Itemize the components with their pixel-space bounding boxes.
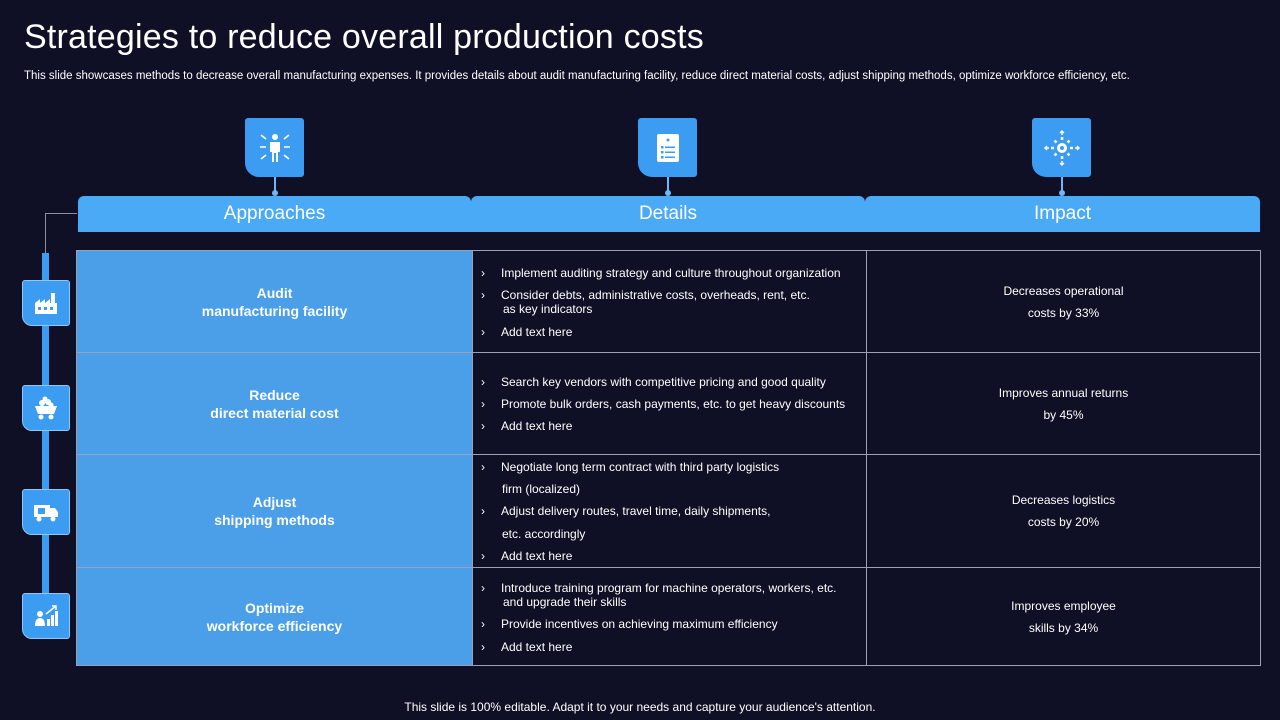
table-row: Reduce direct material cost › Search key …	[77, 353, 1260, 455]
detail-item: › Introduce training program for machine …	[481, 581, 837, 595]
details-cell: › Introduce training program for machine …	[472, 568, 866, 665]
details-cell: › Negotiate long term contract with third…	[472, 455, 866, 568]
impact-line: costs by 33%	[1027, 305, 1100, 320]
detail-item: › Implement auditing strategy and culture…	[481, 266, 841, 280]
factory-icon	[22, 280, 70, 326]
approach-line: Audit	[256, 284, 293, 301]
table-row: Optimize workforce efficiency › Introduce…	[77, 568, 1260, 665]
page-subtitle: This slide showcases methods to decrease…	[24, 70, 1130, 82]
detail-continuation: firm (localized)	[502, 482, 581, 496]
impact-cell: Decreases logistics costs by 20%	[866, 455, 1260, 568]
document-list-icon	[638, 118, 697, 177]
detail-item: › Add text here	[481, 640, 573, 654]
detail-item: › Promote bulk orders, cash payments, etc…	[481, 397, 846, 411]
impact-line: Decreases logistics	[1011, 493, 1116, 507]
approach-line: manufacturing facility	[201, 302, 348, 319]
header-impact: Impact	[865, 196, 1260, 232]
impact-line: Improves employee	[1011, 598, 1116, 613]
approach-cell: Audit manufacturing facility	[77, 251, 472, 353]
connector	[1059, 177, 1065, 196]
approach-line: direct material cost	[210, 404, 339, 421]
approach-cell: Adjust shipping methods	[77, 455, 472, 568]
growth-chart-icon	[22, 593, 70, 639]
person-arrows-icon	[245, 118, 304, 177]
connector	[272, 177, 278, 196]
strategy-table: Audit manufacturing facility › Implement …	[76, 250, 1261, 666]
timeline-connector	[45, 213, 77, 253]
impact-line: costs by 20%	[1027, 515, 1100, 529]
detail-item: › Search key vendors with competitive pri…	[481, 375, 826, 389]
table-row: Audit manufacturing facility › Implement …	[77, 251, 1260, 353]
approach-cell: Reduce direct material cost	[77, 353, 472, 455]
mining-cart-icon	[22, 385, 70, 431]
header-approaches: Approaches	[78, 196, 471, 232]
impact-line: skills by 34%	[1028, 620, 1099, 635]
detail-continuation: etc. accordingly	[502, 527, 586, 541]
approach-line: Adjust	[252, 494, 297, 510]
details-cell: › Search key vendors with competitive pri…	[472, 353, 866, 455]
timeline-bar	[42, 253, 49, 613]
detail-item: › Adjust delivery routes, travel time, da…	[481, 504, 771, 518]
header-details: Details	[471, 196, 865, 232]
detail-item: › Provide incentives on achieving maximum…	[481, 617, 778, 631]
impact-cell: Improves annual returns by 45%	[866, 353, 1260, 455]
approach-line: workforce efficiency	[206, 617, 343, 634]
page-title: Strategies to reduce overall production …	[24, 18, 704, 56]
impact-cell: Improves employee skills by 34%	[866, 568, 1260, 665]
connector	[665, 177, 671, 196]
approach-line: shipping methods	[214, 512, 335, 528]
impact-line: Improves annual returns	[998, 385, 1129, 400]
impact-line: Decreases operational	[1003, 283, 1124, 298]
approach-line: Reduce	[249, 386, 300, 403]
detail-item: › Add text here	[481, 549, 573, 563]
impact-line: by 45%	[1043, 407, 1084, 422]
footer-note: This slide is 100% editable. Adapt it to…	[404, 700, 876, 714]
approach-cell: Optimize workforce efficiency	[77, 568, 472, 665]
delivery-truck-icon	[22, 489, 70, 535]
details-cell: › Implement auditing strategy and culture…	[472, 251, 866, 353]
approach-line: Optimize	[244, 599, 305, 616]
detail-item: › Negotiate long term contract with third…	[481, 460, 780, 474]
detail-item: › Add text here	[481, 419, 573, 433]
detail-item: › Add text here	[481, 325, 573, 339]
gear-arrows-icon	[1032, 118, 1091, 177]
detail-continuation: and upgrade their skills	[503, 595, 627, 609]
table-row: Adjust shipping methods › Negotiate long …	[77, 455, 1260, 568]
detail-item: › Consider debts, administrative costs, o…	[481, 288, 810, 302]
impact-cell: Decreases operational costs by 33%	[866, 251, 1260, 353]
detail-continuation: as key indicators	[503, 302, 593, 316]
